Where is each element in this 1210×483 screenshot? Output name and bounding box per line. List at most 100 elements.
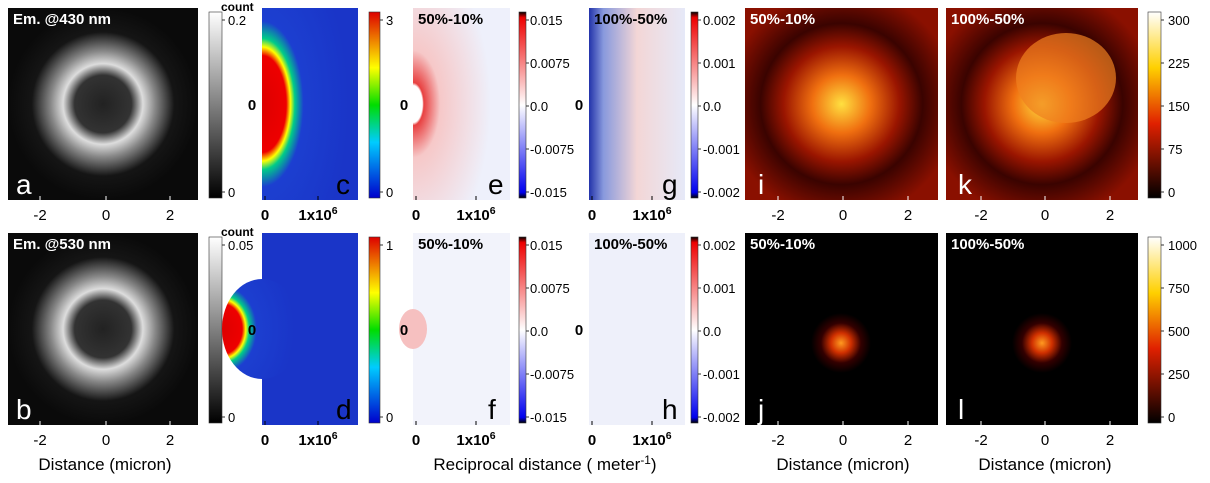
y-tick-label: 0 xyxy=(575,97,583,114)
x-tick-label-sup: 6 xyxy=(666,430,672,442)
colorbar xyxy=(1147,236,1162,424)
colorbar-tick-label: 0.015 xyxy=(530,238,563,253)
panel-image xyxy=(8,8,198,200)
x-tick-label: 1x106 xyxy=(456,205,495,224)
colorbar xyxy=(518,236,527,424)
colorbar-tick-label: 0.015 xyxy=(530,13,563,28)
colorbar-tick-label: -0.002 xyxy=(703,185,740,200)
x-tick-label: 0 xyxy=(839,432,847,449)
y-tick-label: 0 xyxy=(400,97,408,114)
panel-image xyxy=(413,8,510,200)
panel-title: 50%-10% xyxy=(750,11,815,28)
x-tick-label-sup: 6 xyxy=(490,205,496,217)
axis-label: Distance (micron) xyxy=(38,455,171,474)
y-tick-label: 0 xyxy=(248,322,256,339)
x-tick-label-base: 1x10 xyxy=(456,432,489,449)
x-tick-label: 2 xyxy=(904,432,912,449)
panel-letter: e xyxy=(488,169,504,200)
axis-label: Reciprocal distance ( meter-1) xyxy=(433,453,656,474)
panel-letter: h xyxy=(662,394,678,425)
panel-title: 100%-50% xyxy=(594,11,667,28)
colorbar xyxy=(1147,11,1162,199)
panel-letter: l xyxy=(958,394,964,425)
colorbar-tick-label: -0.002 xyxy=(703,410,740,425)
colorbar-tick-label: -0.015 xyxy=(530,410,567,425)
x-tick-label: 1x106 xyxy=(632,205,671,224)
panel-title: 50%-10% xyxy=(750,236,815,253)
colorbar xyxy=(690,236,699,424)
colorbar-tick-label: 0 xyxy=(1168,410,1175,425)
x-tick-label-base: 1x10 xyxy=(632,207,665,224)
x-tick-label: 0 xyxy=(102,207,110,224)
colorbar xyxy=(518,11,527,199)
colorbar-tick-label: 500 xyxy=(1168,324,1190,339)
x-tick-label: 0 xyxy=(588,207,596,224)
panel-letter: a xyxy=(16,169,32,200)
colorbar-tick-label: 0 xyxy=(386,410,393,425)
x-tick-label-sup: 6 xyxy=(332,205,338,217)
panel-title: 100%-50% xyxy=(594,236,667,253)
colorbar-tick-label: 0.0 xyxy=(703,324,721,339)
colorbar-tick-label: 1000 xyxy=(1168,238,1197,253)
x-tick-label: 1x106 xyxy=(298,205,337,224)
colorbar-tick-label: 750 xyxy=(1168,281,1190,296)
colorbar-tick-label: 0.2 xyxy=(228,13,246,28)
colorbar-tick-label: 3 xyxy=(386,13,393,28)
colorbar-title: count xyxy=(221,225,254,239)
colorbar-tick-label: 0.0 xyxy=(703,99,721,114)
panel-letter: f xyxy=(488,394,496,425)
colorbar-tick-label: 300 xyxy=(1168,13,1190,28)
colorbar-title: count xyxy=(221,0,254,14)
colorbar-tick-label: 0.05 xyxy=(228,238,253,253)
colorbar-tick-label: 0.001 xyxy=(703,281,736,296)
colorbar-tick-label: 0 xyxy=(228,410,235,425)
x-tick-label: 2 xyxy=(1106,432,1114,449)
x-tick-label-sup: 6 xyxy=(490,430,496,442)
panel-blob xyxy=(791,293,891,393)
colorbar xyxy=(368,11,381,199)
x-tick-label: -2 xyxy=(33,432,46,449)
panel-blob xyxy=(992,293,1092,393)
x-tick-label-base: 1x10 xyxy=(632,432,665,449)
colorbar-tick-label: -0.0075 xyxy=(530,142,574,157)
x-tick-label: 2 xyxy=(1106,207,1114,224)
axis-label-tail: ) xyxy=(651,455,657,474)
colorbar xyxy=(368,236,381,424)
axis-label-base: Distance (micron) xyxy=(978,455,1111,474)
colorbar-tick-label: 0.0 xyxy=(530,99,548,114)
panel-title: Em. @530 nm xyxy=(13,236,111,253)
x-tick-label: 1x106 xyxy=(632,430,671,449)
x-tick-label: 2 xyxy=(166,432,174,449)
axis-label-base: Reciprocal distance ( meter xyxy=(433,455,640,474)
x-tick-label: 0 xyxy=(102,432,110,449)
x-tick-label-sup: 6 xyxy=(666,205,672,217)
colorbar-tick-label: 0.002 xyxy=(703,238,736,253)
colorbar xyxy=(208,236,223,424)
x-tick-label-base: 1x10 xyxy=(456,207,489,224)
panel-blob xyxy=(1016,33,1116,123)
colorbar-tick-label: 0.001 xyxy=(703,56,736,71)
panel-letter: c xyxy=(336,169,350,200)
colorbar-tick-label: 1 xyxy=(386,238,393,253)
colorbar-tick-label: 75 xyxy=(1168,142,1182,157)
colorbar-tick-label: 150 xyxy=(1168,99,1190,114)
axis-label: Distance (micron) xyxy=(776,455,909,474)
x-tick-label: 0 xyxy=(261,432,269,449)
panel-blob xyxy=(399,309,427,349)
x-tick-label: -2 xyxy=(974,432,987,449)
colorbar-tick-label: -0.001 xyxy=(703,142,740,157)
y-tick-label: 0 xyxy=(400,322,408,339)
x-tick-label: -2 xyxy=(974,207,987,224)
x-tick-label: 0 xyxy=(412,207,420,224)
x-tick-label: 1x106 xyxy=(298,430,337,449)
panel-title: 50%-10% xyxy=(418,236,483,253)
panel-title: 100%-50% xyxy=(951,236,1024,253)
x-tick-label: 0 xyxy=(588,432,596,449)
panel-image xyxy=(8,233,198,425)
colorbar-tick-label: -0.015 xyxy=(530,185,567,200)
panel-title: 50%-10% xyxy=(418,11,483,28)
x-tick-label-base: 1x10 xyxy=(298,432,331,449)
colorbar-tick-label: 250 xyxy=(1168,367,1190,382)
panel-title: 100%-50% xyxy=(951,11,1024,28)
